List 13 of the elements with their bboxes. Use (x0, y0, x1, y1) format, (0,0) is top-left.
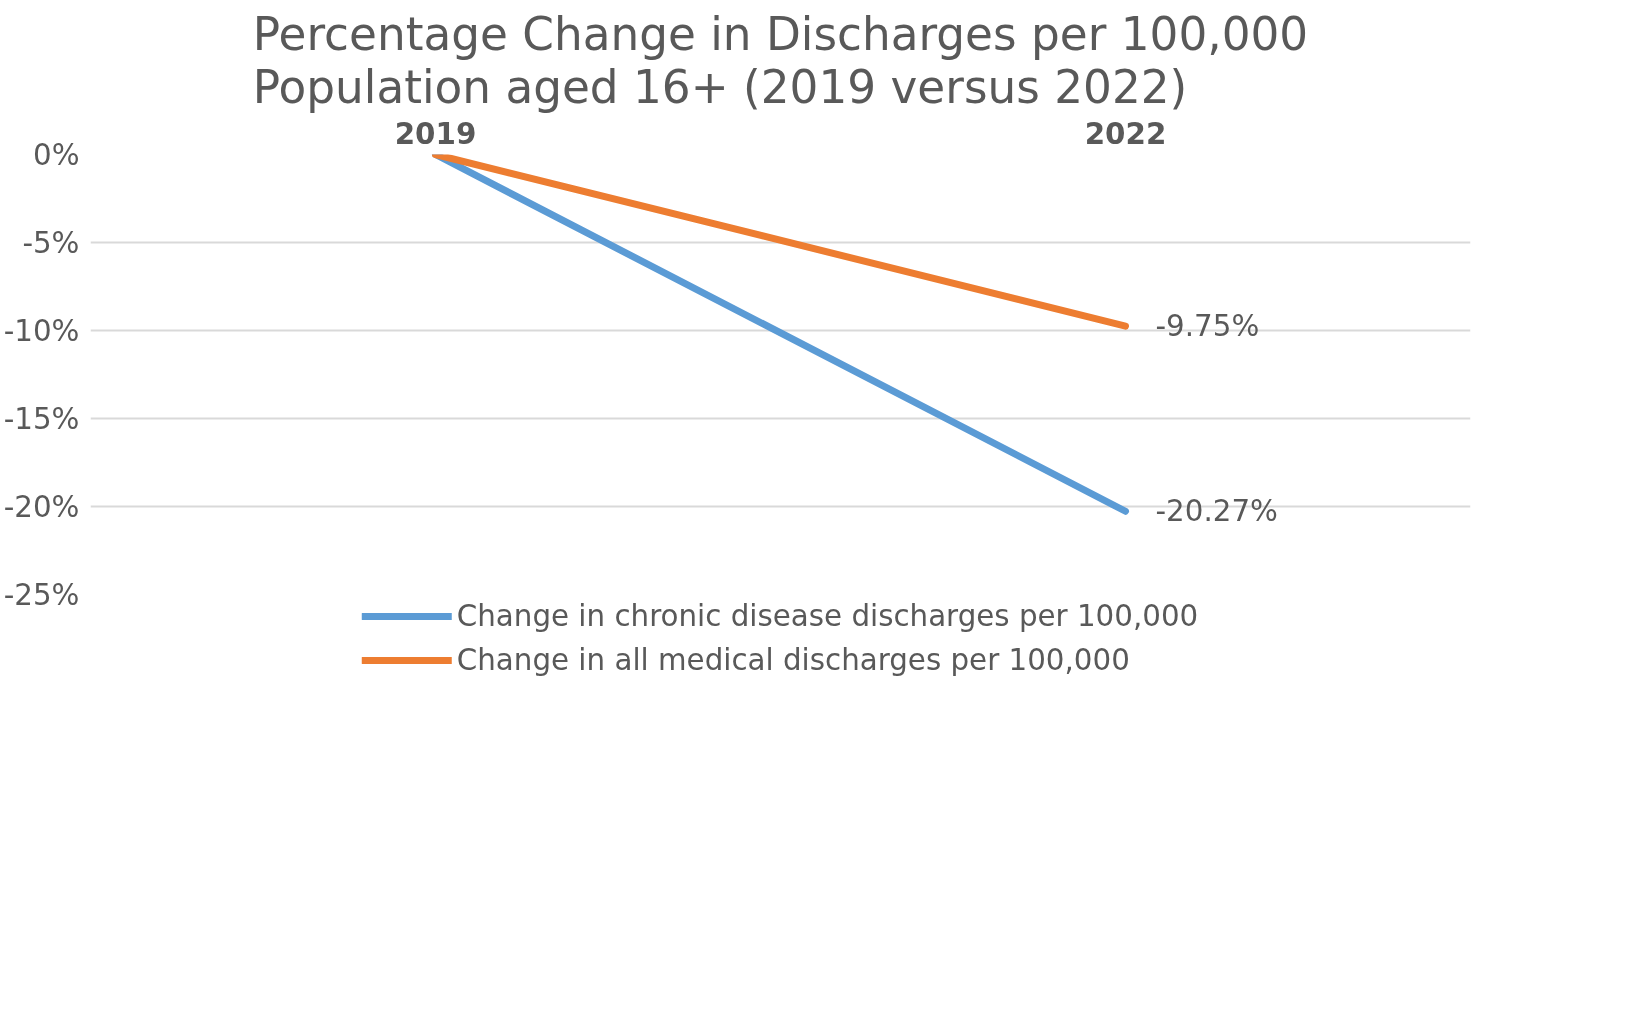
data-label: -9.75% (1155, 309, 1260, 344)
legend-label: Change in all medical discharges per 100,000 (456, 643, 1130, 677)
data-label: -20.27% (1155, 494, 1278, 529)
y-tick-label: -15% (3, 401, 80, 436)
x-tick-label: 2022 (1084, 116, 1167, 151)
y-tick-label: -25% (3, 577, 80, 612)
chart-title: Percentage Change in Discharges per 100,000 Population aged 16+ (2019 versus 2022) (252, 7, 1309, 114)
y-tick-label: -20% (3, 489, 80, 524)
x-tick-label: 2019 (394, 116, 477, 151)
y-tick-label: -5% (22, 225, 80, 260)
y-tick-label: -10% (3, 313, 80, 348)
y-tick-label: 0% (32, 137, 80, 172)
legend-label: Change in chronic disease discharges per 100,000 (456, 599, 1199, 633)
